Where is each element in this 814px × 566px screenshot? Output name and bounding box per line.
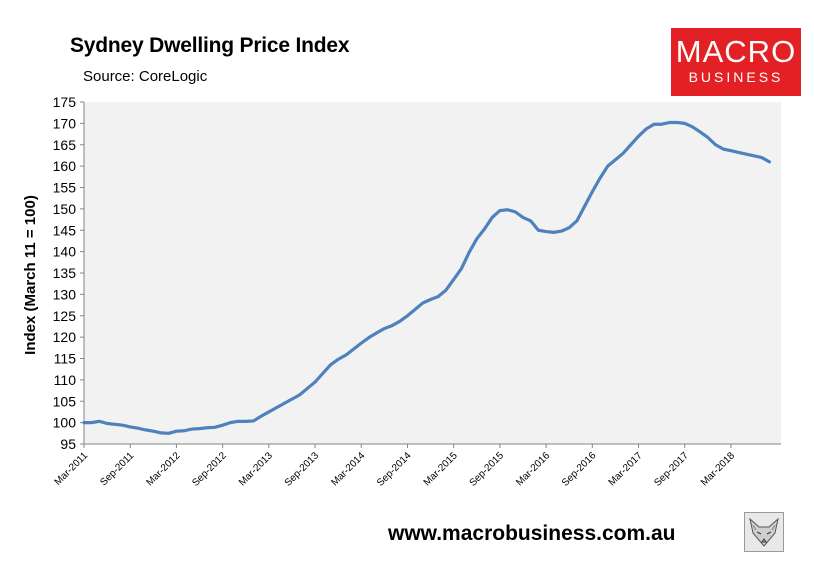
x-tick-label: Sep-2011 — [98, 450, 136, 488]
y-tick-label: 135 — [53, 265, 77, 281]
series-line-sydney-index — [82, 120, 772, 435]
y-tick-label: 130 — [53, 286, 77, 302]
y-tick-label: 115 — [54, 351, 77, 367]
y-tick-label: 105 — [53, 393, 77, 409]
y-tick-labels: 95 100 105 110 115 120 125 130 135 140 145 150 155 16… — [53, 94, 77, 452]
y-tick-label: 120 — [53, 329, 77, 345]
x-tick-label: Sep-2013 — [283, 450, 322, 489]
website-url: www.macrobusiness.com.au — [388, 522, 676, 545]
y-tick-label: 95 — [60, 436, 76, 452]
y-tick-label: 100 — [53, 415, 77, 431]
x-tick-label: Mar-2012 — [144, 450, 182, 488]
x-tick-label: Mar-2016 — [514, 450, 552, 488]
x-tick-label: Mar-2015 — [422, 450, 460, 488]
y-tick-label: 165 — [53, 137, 77, 153]
x-tick-label: Mar-2018 — [699, 450, 737, 488]
y-axis-label: Index (March 11 = 100) — [22, 195, 39, 355]
y-tick-label: 150 — [53, 201, 77, 217]
x-tick-label: Sep-2014 — [375, 450, 414, 489]
logo-line-business: BUSINESS — [688, 69, 784, 85]
x-tick-label: Mar-2017 — [607, 450, 645, 488]
y-tick-label: 170 — [53, 115, 77, 131]
y-tick-label: 160 — [53, 158, 77, 174]
y-tick-label: 125 — [53, 308, 77, 324]
y-tick-label: 110 — [54, 372, 77, 388]
fox-sketch-icon — [744, 512, 784, 552]
y-tick-label: 155 — [53, 180, 77, 196]
chart-title: Sydney Dwelling Price Index — [70, 34, 350, 57]
x-tick-label: Sep-2017 — [652, 450, 691, 489]
chart-source: Source: CoreLogic — [83, 68, 208, 85]
series-group — [82, 120, 772, 435]
x-tick-labels: Mar-2011 Sep-2011 Mar-2012 Sep-2012 Mar-2013… — [53, 450, 738, 489]
x-tick-label: Mar-2011 — [53, 450, 91, 488]
x-tick-label: Mar-2014 — [329, 450, 367, 488]
y-tick-label: 145 — [53, 222, 77, 238]
x-tick-label: Sep-2016 — [560, 450, 599, 489]
plot-area — [84, 102, 781, 444]
y-tick-label: 140 — [53, 244, 77, 260]
x-tick-label: Sep-2012 — [190, 450, 229, 489]
y-tick-label: 175 — [53, 94, 77, 110]
macrobusiness-logo: MACRO BUSINESS — [671, 28, 801, 96]
logo-line-macro: MACRO — [675, 34, 797, 69]
x-tick-label: Mar-2013 — [237, 450, 275, 488]
axes-group — [80, 101, 781, 448]
x-tick-label: Sep-2015 — [468, 450, 507, 489]
